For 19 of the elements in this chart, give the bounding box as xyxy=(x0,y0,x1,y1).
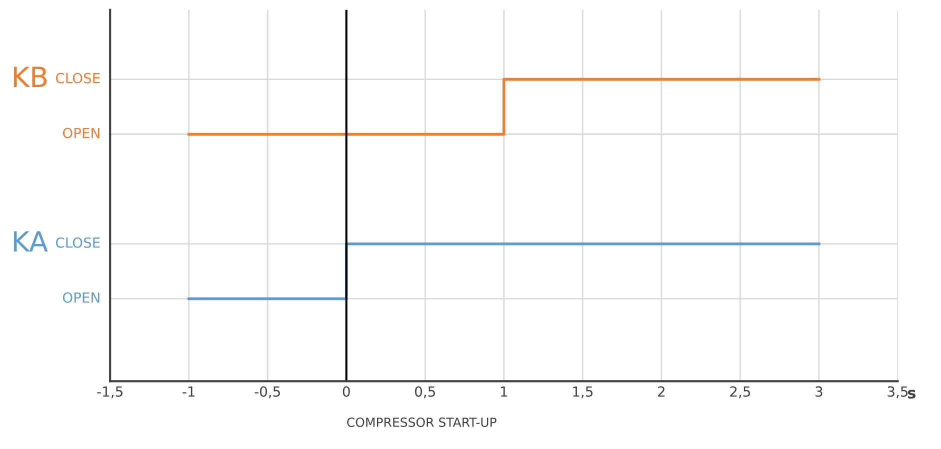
x-tick-label: 3,5 xyxy=(888,386,908,398)
x-tick-label: 1,5 xyxy=(573,386,592,398)
text: CLOSE xyxy=(56,72,100,84)
x-tick-label: 0,5 xyxy=(415,386,435,398)
x-tick-label: -1,5 xyxy=(97,386,122,398)
x-tick-label: 2,5 xyxy=(730,386,750,398)
ref-line-label: COMPRESSOR START-UP xyxy=(347,418,496,427)
x-tick-label: -1 xyxy=(182,386,194,397)
text: KA xyxy=(14,231,48,252)
x-tick-label: 2 xyxy=(658,386,664,397)
x-tick-label: 0 xyxy=(342,386,350,397)
text: CLOSE xyxy=(56,237,100,248)
x-axis-title: s xyxy=(908,390,916,399)
x-tick-label: 1 xyxy=(501,386,508,397)
x-tick-label: 3 xyxy=(816,386,822,397)
text: OPEN xyxy=(62,128,100,138)
x-tick-label: -0,5 xyxy=(254,386,280,398)
text: OPEN xyxy=(62,292,100,303)
text: KB xyxy=(14,66,47,87)
